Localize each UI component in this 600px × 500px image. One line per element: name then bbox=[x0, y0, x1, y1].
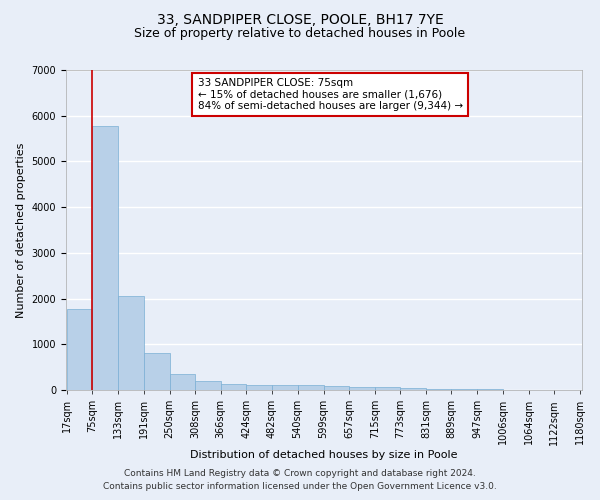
Bar bbox=[426, 389, 451, 390]
Bar bbox=[400, 388, 426, 390]
Text: Contains HM Land Registry data © Crown copyright and database right 2024.: Contains HM Land Registry data © Crown c… bbox=[124, 468, 476, 477]
Bar bbox=[375, 388, 400, 390]
X-axis label: Distribution of detached houses by size in Poole: Distribution of detached houses by size … bbox=[190, 450, 458, 460]
Bar bbox=[298, 385, 323, 390]
Text: 33, SANDPIPER CLOSE, POOLE, BH17 7YE: 33, SANDPIPER CLOSE, POOLE, BH17 7YE bbox=[157, 12, 443, 26]
Bar bbox=[451, 389, 477, 390]
Bar bbox=[349, 386, 375, 390]
Bar bbox=[221, 384, 247, 390]
Bar bbox=[92, 126, 118, 390]
Bar bbox=[195, 381, 221, 390]
Bar bbox=[118, 296, 143, 390]
Y-axis label: Number of detached properties: Number of detached properties bbox=[16, 142, 26, 318]
Bar bbox=[323, 386, 349, 390]
Bar bbox=[170, 374, 195, 390]
Bar bbox=[272, 384, 298, 390]
Bar bbox=[67, 308, 92, 390]
Bar bbox=[247, 384, 272, 390]
Bar bbox=[143, 352, 170, 390]
Text: Contains public sector information licensed under the Open Government Licence v3: Contains public sector information licen… bbox=[103, 482, 497, 491]
Text: Size of property relative to detached houses in Poole: Size of property relative to detached ho… bbox=[134, 28, 466, 40]
Text: 33 SANDPIPER CLOSE: 75sqm
← 15% of detached houses are smaller (1,676)
84% of se: 33 SANDPIPER CLOSE: 75sqm ← 15% of detac… bbox=[197, 78, 463, 111]
